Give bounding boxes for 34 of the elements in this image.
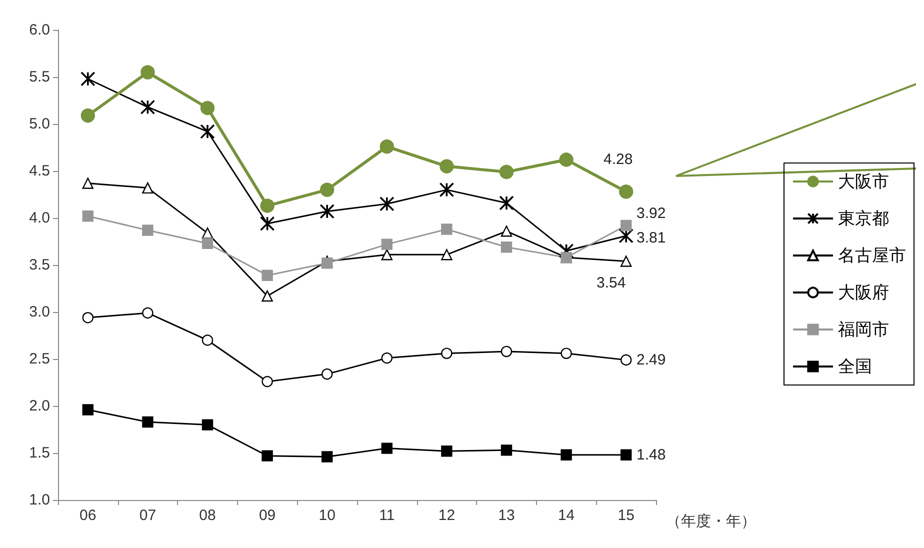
data-label: 3.92	[636, 205, 666, 222]
legend-label: 名古屋市	[838, 246, 906, 265]
x-tick-label: 08	[199, 507, 216, 524]
y-tick-label: 3.5	[29, 256, 50, 274]
legend-label: 福岡市	[838, 320, 889, 339]
data-label: 3.54	[596, 274, 626, 292]
x-tick-label: 09	[258, 507, 276, 524]
y-tick-label: 6.0	[29, 22, 50, 38]
legend-label: 大阪府	[838, 283, 889, 302]
y-tick-label: 2.5	[29, 350, 50, 368]
x-axis-title: （年度・年）	[666, 513, 756, 530]
x-tick-label: 10	[318, 507, 336, 524]
data-label: 1.48	[636, 446, 666, 464]
y-tick-label: 1.5	[29, 444, 50, 462]
x-tick-label: 15	[618, 507, 634, 524]
y-tick-label: 2.0	[29, 398, 50, 414]
x-tick-label: 12	[438, 507, 456, 524]
x-tick-label: 13	[498, 507, 515, 524]
x-tick-label: 11	[379, 507, 395, 524]
data-label: 4.28	[604, 151, 633, 168]
y-tick-label: 4.5	[29, 162, 50, 180]
y-tick-label: 4.0	[29, 210, 50, 226]
y-tick-label: 5.5	[29, 68, 50, 86]
y-tick-label: 1.0	[29, 492, 50, 508]
x-tick-label: 06	[80, 507, 96, 524]
data-label: 2.49	[636, 351, 666, 368]
legend-label: 大阪市	[838, 172, 889, 191]
y-tick-label: 3.0	[29, 304, 50, 320]
x-tick-label: 07	[139, 507, 156, 524]
legend-label: 東京都	[838, 209, 889, 228]
data-label: 3.81	[636, 229, 666, 246]
x-tick-label: 14	[558, 507, 575, 524]
y-tick-label: 5.0	[29, 116, 50, 132]
legend-label: 全国	[838, 357, 872, 376]
